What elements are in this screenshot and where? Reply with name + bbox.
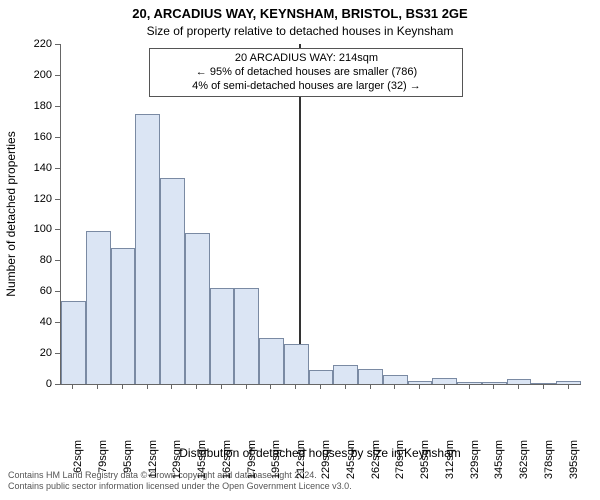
x-tick-mark: [147, 384, 148, 389]
y-axis-label: Number of detached properties: [4, 131, 18, 296]
y-tick-label: 160: [34, 131, 52, 143]
annotation-line-1: 20 ARCADIUS WAY: 214sqm: [156, 52, 456, 66]
x-tick-label: 195sqm: [270, 440, 282, 492]
x-tick-mark: [171, 384, 172, 389]
plot-area: 20 ARCADIUS WAY: 214sqm ← 95% of detache…: [60, 44, 581, 385]
x-tick-label: 179sqm: [246, 440, 258, 492]
x-tick-label: 95sqm: [122, 440, 134, 492]
y-tick-label: 100: [34, 223, 52, 235]
x-tick-mark: [72, 384, 73, 389]
chart-subtitle: Size of property relative to detached ho…: [0, 24, 600, 38]
x-tick-label: 245sqm: [345, 440, 357, 492]
annotation-line-2: ← 95% of detached houses are smaller (78…: [156, 66, 456, 80]
y-tick-mark: [55, 44, 60, 45]
annotation-box: 20 ARCADIUS WAY: 214sqm ← 95% of detache…: [149, 48, 463, 97]
y-tick-label: 200: [34, 69, 52, 81]
y-tick-label: 40: [40, 316, 52, 328]
histogram-bar: [160, 178, 185, 384]
x-tick-mark: [394, 384, 395, 389]
x-tick-label: 329sqm: [469, 440, 481, 492]
histogram-bar: [531, 383, 556, 384]
x-tick-mark: [469, 384, 470, 389]
y-tick-mark: [55, 75, 60, 76]
histogram-bar: [61, 301, 86, 384]
x-tick-mark: [270, 384, 271, 389]
y-tick-label: 140: [34, 162, 52, 174]
y-tick-label: 80: [40, 254, 52, 266]
y-tick-mark: [55, 229, 60, 230]
x-tick-label: 79sqm: [97, 440, 109, 492]
x-tick-label: 312sqm: [444, 440, 456, 492]
x-tick-mark: [320, 384, 321, 389]
histogram-bar: [383, 375, 408, 384]
histogram-bar: [309, 370, 334, 384]
histogram-bar: [259, 338, 284, 384]
annotation-line-3: 4% of semi-detached houses are larger (3…: [156, 80, 456, 94]
x-tick-label: 362sqm: [518, 440, 530, 492]
x-tick-mark: [493, 384, 494, 389]
y-tick-mark: [55, 353, 60, 354]
chart-container: 20, ARCADIUS WAY, KEYNSHAM, BRISTOL, BS3…: [0, 0, 600, 500]
y-tick-label: 0: [46, 378, 52, 390]
x-tick-mark: [419, 384, 420, 389]
x-tick-label: 112sqm: [147, 440, 159, 492]
x-tick-label: 62sqm: [72, 440, 84, 492]
x-tick-label: 345sqm: [493, 440, 505, 492]
histogram-bar: [432, 378, 457, 384]
y-tick-label: 220: [34, 38, 52, 50]
histogram-bar: [135, 114, 160, 384]
histogram-bar: [86, 231, 111, 384]
x-tick-mark: [568, 384, 569, 389]
x-tick-mark: [444, 384, 445, 389]
histogram-bar: [556, 381, 581, 384]
x-tick-mark: [295, 384, 296, 389]
x-tick-label: 145sqm: [196, 440, 208, 492]
histogram-bar: [457, 382, 482, 384]
histogram-bar: [358, 369, 383, 384]
x-tick-label: 395sqm: [568, 440, 580, 492]
histogram-bar: [284, 344, 309, 384]
x-tick-label: 129sqm: [171, 440, 183, 492]
y-tick-mark: [55, 384, 60, 385]
histogram-bar: [111, 248, 136, 384]
y-tick-mark: [55, 168, 60, 169]
x-tick-label: 212sqm: [295, 440, 307, 492]
x-tick-mark: [246, 384, 247, 389]
y-tick-mark: [55, 260, 60, 261]
y-tick-label: 60: [40, 285, 52, 297]
x-tick-label: 278sqm: [394, 440, 406, 492]
y-tick-mark: [55, 322, 60, 323]
histogram-bar: [185, 233, 210, 384]
y-tick-label: 120: [34, 193, 52, 205]
x-tick-mark: [370, 384, 371, 389]
x-tick-label: 229sqm: [320, 440, 332, 492]
y-tick-mark: [55, 291, 60, 292]
histogram-bar: [333, 365, 358, 384]
x-tick-mark: [122, 384, 123, 389]
x-tick-label: 295sqm: [419, 440, 431, 492]
x-tick-mark: [518, 384, 519, 389]
y-tick-label: 180: [34, 100, 52, 112]
histogram-bar: [210, 288, 235, 384]
y-tick-mark: [55, 199, 60, 200]
y-tick-mark: [55, 137, 60, 138]
x-tick-mark: [97, 384, 98, 389]
x-tick-label: 162sqm: [221, 440, 233, 492]
x-tick-label: 378sqm: [543, 440, 555, 492]
y-tick-mark: [55, 106, 60, 107]
x-tick-mark: [221, 384, 222, 389]
chart-title: 20, ARCADIUS WAY, KEYNSHAM, BRISTOL, BS3…: [0, 6, 600, 21]
histogram-bar: [234, 288, 259, 384]
y-tick-label: 20: [40, 347, 52, 359]
x-tick-label: 262sqm: [370, 440, 382, 492]
x-tick-mark: [543, 384, 544, 389]
x-tick-mark: [196, 384, 197, 389]
x-tick-mark: [345, 384, 346, 389]
